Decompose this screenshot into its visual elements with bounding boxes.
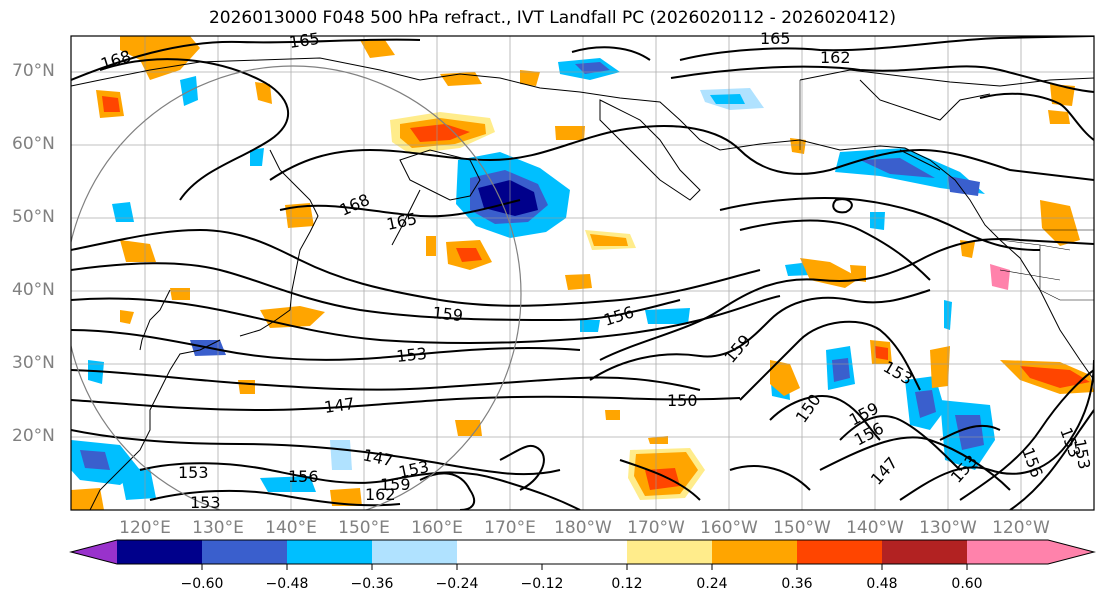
lon-label: 170°E xyxy=(484,518,536,538)
contour-label: 153 xyxy=(178,463,209,482)
lat-label: 50°N xyxy=(12,207,55,227)
colorbar-tick-label: −0.60 xyxy=(180,576,224,592)
colorbar-segment xyxy=(627,540,712,564)
colorbar-tick-label: 0.36 xyxy=(781,576,813,592)
colorbar-segment xyxy=(882,540,967,564)
lat-label: 70°N xyxy=(12,61,55,81)
colorbar-segment xyxy=(287,540,372,564)
contour-label: 153 xyxy=(395,344,427,366)
contour-label: 159 xyxy=(380,475,411,494)
lon-label: 120°E xyxy=(119,518,171,538)
colorbar-segment xyxy=(967,540,1094,564)
political-boundaries xyxy=(799,80,1094,301)
colorbar-tick-label: −0.36 xyxy=(350,576,394,592)
lon-label: 140°E xyxy=(265,518,317,538)
distance-circle xyxy=(71,65,522,510)
colorbar-segment xyxy=(457,540,627,564)
lon-label: 140°W xyxy=(846,518,904,538)
colorbar-segment xyxy=(202,540,287,564)
lat-label: 30°N xyxy=(12,353,55,373)
colorbar-tick-label: 0.60 xyxy=(951,576,983,592)
gridlines xyxy=(71,36,1094,510)
colorbar-tick-label: 0.48 xyxy=(866,576,898,592)
lat-label: 20°N xyxy=(12,426,55,446)
contour-label: 165 xyxy=(288,29,321,52)
lon-label: 160°W xyxy=(700,518,758,538)
lon-label: 130°W xyxy=(919,518,977,538)
lon-label: 150°E xyxy=(338,518,390,538)
lon-label: 130°E xyxy=(192,518,244,538)
colorbar xyxy=(69,539,1096,570)
refractivity-shading xyxy=(71,36,1094,510)
lon-label: 120°W xyxy=(992,518,1050,538)
lat-label: 40°N xyxy=(12,280,55,300)
colorbar-tick-label: −0.48 xyxy=(265,576,309,592)
colorbar-tick-label: −0.12 xyxy=(520,576,564,592)
colorbar-segment xyxy=(71,540,117,564)
lon-label: 150°W xyxy=(773,518,831,538)
coastlines xyxy=(71,57,1094,510)
lat-label: 60°N xyxy=(12,134,55,154)
colorbar-outline xyxy=(69,539,1096,565)
map-frame xyxy=(70,35,1095,511)
colorbar-segment xyxy=(117,540,202,564)
contour-label: 153 xyxy=(190,493,221,512)
colorbar-segment xyxy=(712,540,797,564)
colorbar-segment xyxy=(797,540,882,564)
colorbar-segment xyxy=(372,540,457,564)
contour-label: 150 xyxy=(667,391,698,410)
contour-label: 162 xyxy=(365,485,396,504)
contour-label-group: 168 165 165 162 168 165 159 156 153 159 … xyxy=(98,29,1094,512)
contour-label: 165 xyxy=(760,29,791,48)
colorbar-tick-label: −0.24 xyxy=(435,576,479,592)
contour-label: 162 xyxy=(820,48,851,67)
colorbar-tick-label: 0.12 xyxy=(611,576,643,592)
map-title: 2026013000 F048 500 hPa refract., IVT La… xyxy=(208,8,896,28)
colorbar-ticks xyxy=(201,564,968,570)
lon-label: 170°W xyxy=(627,518,685,538)
contour-label: 147 xyxy=(323,394,356,417)
contour-label: 159 xyxy=(432,303,464,325)
contour-label: 156 xyxy=(288,467,319,486)
lon-label: 180°W xyxy=(554,518,612,538)
lon-label: 160°E xyxy=(411,518,463,538)
height-contours xyxy=(71,36,1094,510)
colorbar-tick-label: 0.24 xyxy=(696,576,728,592)
